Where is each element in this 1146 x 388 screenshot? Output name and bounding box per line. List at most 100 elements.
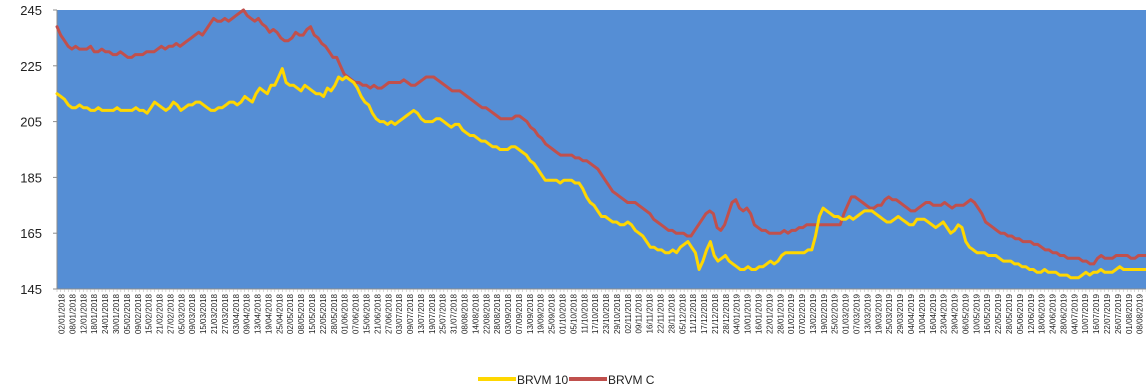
x-tick-label: 29/10/2018 xyxy=(613,293,622,334)
x-tick-label: 16/11/2018 xyxy=(646,293,655,333)
x-tick-label: 02/11/2018 xyxy=(624,293,633,333)
x-tick-label: 10/04/2019 xyxy=(918,293,927,334)
x-tick-label: 03/07/2018 xyxy=(395,293,404,334)
x-tick-label: 16/01/2019 xyxy=(755,293,764,334)
series-layer xyxy=(55,8,1146,280)
x-tick-label: 16/04/2019 xyxy=(929,293,938,334)
x-tick-label: 17/10/2018 xyxy=(591,293,600,334)
legend-label: BRVM 10 xyxy=(517,373,568,387)
x-tick-label: 28/08/2018 xyxy=(493,293,502,334)
x-tick-label: 07/03/2019 xyxy=(853,293,862,334)
y-tick-label: 225 xyxy=(20,59,42,74)
x-tick-label: 09/11/2018 xyxy=(635,293,644,333)
x-tick-label: 28/01/2019 xyxy=(776,293,785,334)
x-tick-label: 06/05/2019 xyxy=(961,293,970,334)
x-tick-label: 12/06/2019 xyxy=(1027,293,1036,334)
x-tick-label: 08/08/2018 xyxy=(460,293,469,334)
x-tick-label: 01/08/2019 xyxy=(1125,293,1134,334)
x-tick-label: 05/06/2019 xyxy=(1016,293,1025,334)
y-tick-label: 245 xyxy=(20,3,42,18)
y-tick-label: 165 xyxy=(20,226,42,241)
x-tick-label: 19/03/2019 xyxy=(874,293,883,334)
y-tick-label: 185 xyxy=(20,170,42,185)
x-tick-label: 18/01/2018 xyxy=(90,293,99,334)
x-tick-label: 28/12/2018 xyxy=(722,293,731,334)
x-tick-label: 22/07/2019 xyxy=(1103,293,1112,334)
x-tick-label: 22/11/2018 xyxy=(657,293,666,333)
x-tick-label: 23/04/2019 xyxy=(940,293,949,334)
x-tick-label: 24/06/2019 xyxy=(1049,293,1058,334)
x-tick-label: 17/12/2018 xyxy=(700,293,709,334)
x-tick-label: 05/03/2018 xyxy=(177,293,186,334)
x-tick-label: 21/02/2018 xyxy=(156,293,165,334)
x-tick-label: 03/09/2018 xyxy=(504,293,513,334)
x-tick-label: 07/06/2018 xyxy=(352,293,361,334)
x-tick-label: 13/09/2018 xyxy=(526,293,535,334)
x-tick-label: 31/07/2018 xyxy=(450,293,459,334)
x-tick-label: 25/07/2018 xyxy=(439,293,448,334)
x-tick-label: 09/04/2018 xyxy=(243,293,252,334)
x-tick-label: 22/05/2019 xyxy=(994,293,1003,334)
plot-area xyxy=(57,10,1146,289)
x-tick-label: 22/08/2018 xyxy=(482,293,491,334)
x-tick-label: 28/05/2018 xyxy=(330,293,339,334)
x-tick-label: 23/10/2018 xyxy=(602,293,611,334)
x-tick-label: 07/09/2018 xyxy=(515,293,524,334)
x-tick-label: 16/05/2019 xyxy=(983,293,992,334)
x-tick-label: 25/09/2018 xyxy=(548,293,557,334)
x-tick-label: 10/05/2019 xyxy=(972,293,981,334)
x-tick-label: 08/08/2019 xyxy=(1136,293,1145,334)
x-tick-label: 28/11/2018 xyxy=(667,293,676,333)
x-tick-label: 11/10/2018 xyxy=(580,293,589,333)
y-axis: 145 165 185 205 225 245 xyxy=(20,3,58,297)
x-tick-label: 09/03/2018 xyxy=(188,293,197,334)
x-tick-label: 10/01/2019 xyxy=(744,293,753,334)
x-tick-label: 25/04/2018 xyxy=(275,293,284,334)
x-tick-label: 27/03/2018 xyxy=(221,293,230,334)
x-tick-label: 04/01/2019 xyxy=(733,293,742,334)
x-tick-label: 27/02/2018 xyxy=(166,293,175,334)
x-tick-label: 05/10/2018 xyxy=(569,293,578,334)
x-tick-label: 28/06/2019 xyxy=(1059,293,1068,334)
x-tick-label: 07/02/2019 xyxy=(798,293,807,334)
y-tick-label: 205 xyxy=(20,115,42,130)
x-tick-label: 28/05/2019 xyxy=(1005,293,1014,334)
x-tick-label: 02/01/2018 xyxy=(58,293,67,334)
x-tick-label: 11/12/2018 xyxy=(689,293,698,333)
x-tick-label: 22/01/2019 xyxy=(765,293,774,334)
x-axis: 02/01/2018 08/01/2018 12/01/2018 18/01/2018… xyxy=(56,288,1146,334)
x-tick-label: 15/06/2018 xyxy=(362,293,371,334)
x-tick-label: 13/03/2019 xyxy=(863,293,872,334)
x-tick-label: 29/03/2019 xyxy=(896,293,905,334)
x-tick-label: 18/06/2019 xyxy=(1038,293,1047,334)
x-tick-label: 13/07/2018 xyxy=(417,293,426,334)
legend: BRVM 10 BRVM C xyxy=(478,373,655,387)
x-tick-label: 05/02/2018 xyxy=(123,293,132,334)
x-tick-label: 19/02/2019 xyxy=(820,293,829,334)
x-tick-label: 26/07/2019 xyxy=(1114,293,1123,334)
x-tick-label: 13/04/2018 xyxy=(254,293,263,334)
x-tick-label: 19/04/2018 xyxy=(264,293,273,334)
x-tick-label: 15/02/2018 xyxy=(145,293,154,334)
x-tick-label: 25/02/2019 xyxy=(831,293,840,334)
x-tick-label: 01/06/2018 xyxy=(341,293,350,334)
x-tick-label: 01/03/2019 xyxy=(842,293,851,334)
x-tick-label: 16/07/2019 xyxy=(1092,293,1101,334)
y-tick-label: 145 xyxy=(20,282,42,297)
x-tick-label: 21/06/2018 xyxy=(373,293,382,334)
x-tick-label: 14/08/2018 xyxy=(471,293,480,334)
x-tick-label: 19/09/2018 xyxy=(537,293,546,334)
x-tick-label: 04/04/2019 xyxy=(907,293,916,334)
x-tick-label: 08/05/2018 xyxy=(297,293,306,334)
legend-label: BRVM C xyxy=(608,373,655,387)
x-tick-label: 09/07/2018 xyxy=(406,293,415,334)
x-tick-label: 29/04/2019 xyxy=(951,293,960,334)
series-line-brvm-c xyxy=(55,8,1146,266)
x-tick-label: 15/05/2018 xyxy=(308,293,317,334)
x-tick-label: 12/01/2018 xyxy=(79,293,88,334)
x-tick-label: 15/03/2018 xyxy=(199,293,208,334)
series-line-brvm-10 xyxy=(55,67,1146,280)
x-tick-label: 19/07/2018 xyxy=(428,293,437,334)
x-tick-label: 01/10/2018 xyxy=(558,293,567,334)
